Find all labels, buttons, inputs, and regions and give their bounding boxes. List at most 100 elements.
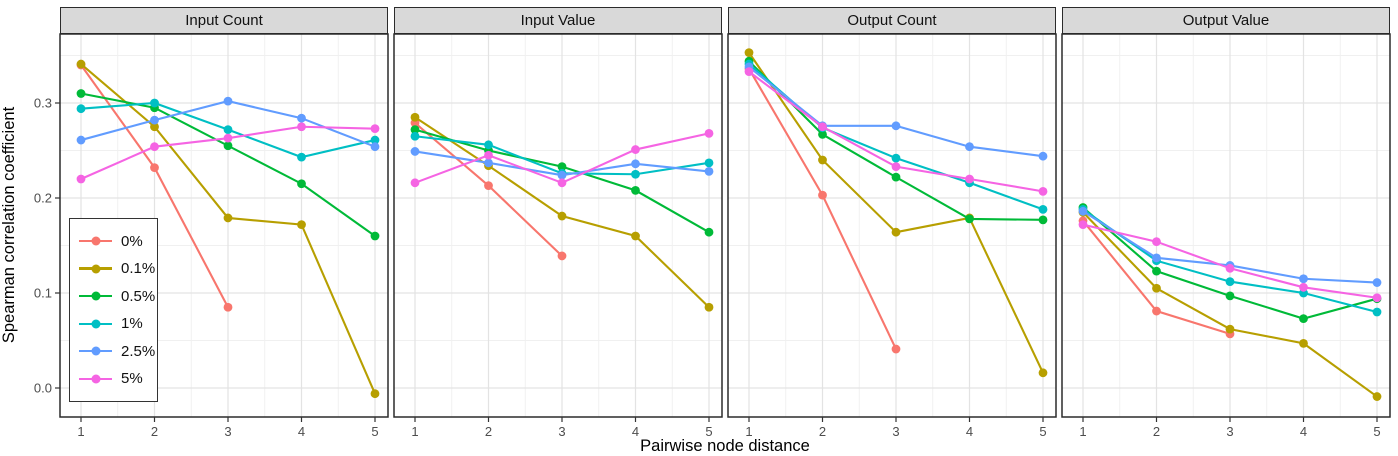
facet-strip-label: Output Value	[1182, 12, 1270, 29]
x-tick-label: 4	[1299, 424, 1308, 439]
data-point	[1038, 186, 1048, 196]
data-point	[370, 231, 380, 241]
series-0-5	[76, 89, 380, 241]
data-point	[1225, 291, 1235, 301]
data-point	[1152, 253, 1161, 263]
data-point	[1372, 278, 1382, 287]
data-point	[1372, 293, 1382, 303]
data-point	[1038, 368, 1048, 378]
x-tick-label: 5	[371, 424, 379, 439]
data-point	[76, 174, 86, 184]
legend-key-line	[79, 291, 112, 301]
x-tick-label: 5	[705, 424, 713, 439]
x-tick-label: 4	[297, 424, 306, 439]
data-point	[631, 186, 640, 195]
data-point	[965, 142, 974, 152]
data-point	[76, 135, 86, 145]
x-tick-label: 3	[224, 424, 232, 439]
legend-key-dot	[91, 291, 100, 301]
data-point	[704, 129, 714, 138]
series-5	[744, 67, 1048, 196]
data-point	[410, 131, 420, 141]
facet-strip-label: Output Count	[847, 12, 937, 29]
series-5	[76, 122, 380, 184]
data-point	[557, 178, 567, 188]
data-point	[704, 167, 714, 176]
legend-key-line	[79, 319, 112, 329]
data-point	[1038, 205, 1048, 214]
data-point	[1372, 307, 1382, 317]
data-point	[891, 162, 901, 172]
x-tick-label: 1	[411, 424, 419, 439]
data-point	[370, 142, 380, 152]
x-tick-label: 1	[77, 424, 85, 439]
data-point	[744, 67, 754, 77]
legend-label: 0.1%	[121, 260, 156, 278]
data-point	[818, 122, 827, 132]
data-point	[1299, 314, 1308, 324]
data-point	[410, 125, 420, 134]
facet-strip-input-count: Input Count	[60, 7, 388, 34]
x-tick-label: 5	[1039, 424, 1047, 439]
data-point	[410, 147, 420, 156]
panel-border	[727, 33, 1057, 418]
legend-label: 0.5%	[121, 287, 156, 305]
panel-background	[728, 34, 1056, 417]
data-point	[818, 129, 827, 139]
x-tick-label: 1	[1079, 424, 1087, 439]
data-point	[223, 125, 233, 134]
data-point	[818, 190, 827, 200]
data-point	[484, 140, 493, 150]
series-1	[76, 98, 380, 162]
data-point	[557, 211, 567, 221]
data-point	[1038, 215, 1048, 225]
legend-key-dot	[91, 264, 100, 274]
legend-label: 1%	[121, 315, 143, 333]
data-point	[1225, 324, 1235, 334]
legend-key-dot	[91, 236, 100, 246]
data-point	[370, 135, 380, 145]
data-point	[1225, 277, 1235, 286]
data-point	[631, 169, 640, 179]
legend-entry-0-5: 0.5%	[79, 288, 157, 305]
data-point	[965, 214, 974, 224]
data-point	[818, 155, 827, 165]
x-axis-title: Pairwise node distance	[640, 437, 810, 455]
legend-label: 5%	[121, 370, 143, 388]
data-point	[297, 152, 306, 162]
legend-key-line	[79, 264, 112, 274]
x-tick-label: 3	[1226, 424, 1234, 439]
data-point	[297, 179, 306, 189]
legend-label: 0%	[121, 232, 143, 250]
x-tick-label: 4	[631, 424, 640, 439]
data-point	[1152, 237, 1161, 247]
data-point	[891, 153, 901, 163]
facet-panel-input-value	[393, 33, 723, 422]
data-point	[150, 122, 159, 132]
data-point	[891, 344, 901, 354]
panel-background	[394, 34, 722, 417]
data-point	[744, 48, 754, 58]
data-point	[410, 112, 420, 122]
data-point	[1299, 274, 1308, 284]
series-0-1	[744, 48, 1048, 378]
legend-entry-5: 5%	[79, 370, 157, 387]
data-point	[557, 162, 567, 172]
legend-key-dot	[91, 374, 100, 384]
data-point	[150, 115, 159, 125]
legend-key-line	[79, 374, 112, 384]
legend-key-line	[79, 346, 112, 356]
y-tick-label: 0.3	[33, 95, 52, 111]
data-point	[223, 133, 233, 143]
data-point	[1152, 266, 1161, 276]
data-point	[1299, 338, 1308, 348]
data-point	[557, 170, 567, 180]
data-point	[223, 96, 233, 106]
data-point	[484, 181, 493, 191]
panel-border	[59, 33, 389, 418]
x-tick-label: 3	[558, 424, 566, 439]
data-point	[410, 178, 420, 188]
series-5	[410, 129, 714, 188]
legend-key-line	[79, 236, 112, 246]
